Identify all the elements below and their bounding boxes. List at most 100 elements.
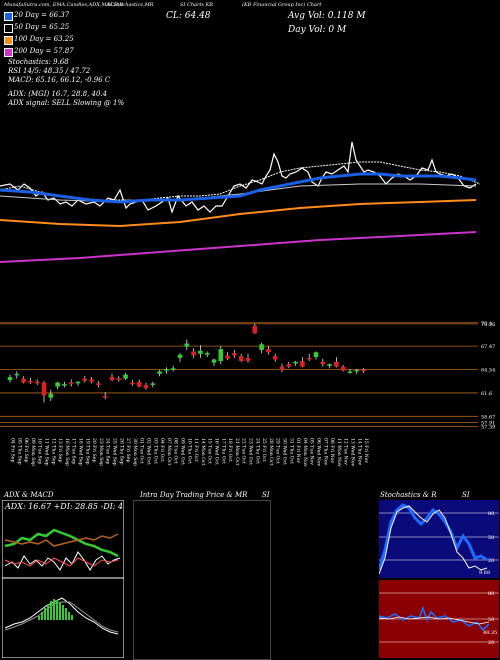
date-label: 04 Fri Sep xyxy=(10,438,16,462)
price-level-label: 57.91 xyxy=(481,420,495,426)
stoch-d-line xyxy=(379,505,488,575)
intraday-panel-si: SI xyxy=(262,491,270,499)
date-label: 20 Fri Sep xyxy=(91,438,97,462)
date-label: 06 Fri Sep xyxy=(23,438,29,462)
ema200-label: 200 Day = 57.87 xyxy=(14,47,74,55)
date-label: 15 Tue Oct xyxy=(207,438,213,464)
candle-body xyxy=(123,374,128,379)
date-label: 05 Thu Sep xyxy=(16,438,22,465)
adx-line xyxy=(4,551,121,571)
date-label: 04 Fri Oct xyxy=(159,438,165,462)
candle-body xyxy=(218,349,224,362)
candle-body xyxy=(48,393,54,398)
candle-body xyxy=(211,359,217,363)
candle-body xyxy=(320,361,326,365)
price-level-label: 67.47 xyxy=(481,344,495,350)
date-label: 12 Tue Nov xyxy=(343,438,349,465)
date-label: 24 Thu Oct xyxy=(254,438,260,464)
date-label: 17 Thu Oct xyxy=(220,438,226,464)
candle-body xyxy=(28,380,33,383)
date-label: 08 Tue Oct xyxy=(173,438,179,464)
date-label: 23 Wed Oct xyxy=(248,438,254,465)
candle-body xyxy=(164,369,169,371)
ema100-swatch xyxy=(4,36,13,45)
candle-body xyxy=(89,379,94,382)
ema-lines xyxy=(0,141,481,263)
close-price: CL: 64.48 xyxy=(166,11,211,21)
adx-values: ADX: 16.67 +DI: 28.85 -DI: 40.38 xyxy=(4,502,124,511)
candle-body xyxy=(272,356,278,360)
candle-body xyxy=(41,382,47,396)
candle-body xyxy=(136,381,142,387)
date-label: 09 Wed Oct xyxy=(180,438,186,465)
date-label: 18 Fri Oct xyxy=(227,438,233,462)
date-label: 29 Tue Oct xyxy=(275,438,281,464)
candle-body xyxy=(238,356,244,362)
adx-panel-title: ADX & MACD xyxy=(4,491,54,499)
candle-body xyxy=(116,378,122,381)
candle-body xyxy=(68,382,74,385)
stoch-panel-si: SI xyxy=(462,491,470,499)
date-label: 30 Mon Sep xyxy=(132,438,138,466)
candle-body xyxy=(245,357,251,362)
header-symbol: SI Charts KB xyxy=(180,2,213,8)
date-label: 24 Tue Sep xyxy=(105,438,111,464)
date-label: 09 Mon Sep xyxy=(30,438,36,466)
adx-signal-line xyxy=(4,557,119,567)
stoch-tick-80: 80 xyxy=(488,511,494,517)
date-label: 30 Wed Oct xyxy=(282,438,288,465)
candle-body xyxy=(82,378,88,381)
candle-body xyxy=(157,371,162,374)
rsi-signal-line xyxy=(379,616,490,625)
candle-body xyxy=(286,364,292,367)
date-label: 06 Wed Nov xyxy=(316,438,322,467)
price-level-label: 61.6 xyxy=(481,391,492,397)
candle-body xyxy=(184,343,190,347)
rsi-tick-50: 50 xyxy=(488,617,494,623)
date-label: 04 Mon Nov xyxy=(302,438,308,467)
date-label: 17 Tue Sep xyxy=(71,438,77,464)
candle-body xyxy=(300,361,305,367)
price-close-line xyxy=(0,141,477,214)
ema200-swatch xyxy=(4,48,13,57)
candle-body xyxy=(55,382,60,387)
date-label: 14 Mon Oct xyxy=(200,438,206,466)
candle-body xyxy=(266,349,271,353)
rsi-tick-20: 20 xyxy=(488,640,494,646)
date-label: 01 Fri Nov xyxy=(295,438,301,463)
candle-body xyxy=(177,354,183,358)
date-label: 28 Mon Oct xyxy=(268,438,274,466)
date-label: 10 Thu Oct xyxy=(186,438,192,464)
date-label: 15 Fri Nov xyxy=(363,438,369,463)
candle-body xyxy=(170,368,176,370)
date-label: 11 Fri Oct xyxy=(193,438,199,462)
ema100-line xyxy=(0,199,477,228)
date-label: 25 Fri Oct xyxy=(261,438,267,462)
candle-body xyxy=(14,373,20,376)
date-label: 18 Wed Sep xyxy=(78,438,84,466)
price-level-label: 64.54 xyxy=(481,367,495,373)
rsi-tick-current: 48.35 xyxy=(483,630,497,636)
candle-body xyxy=(347,371,353,373)
candle-body xyxy=(130,382,135,385)
candle-body xyxy=(252,325,258,334)
candle-body xyxy=(62,384,67,386)
date-label: 02 Wed Oct xyxy=(146,438,152,465)
price-level-label: 70.4 xyxy=(481,321,492,327)
ema200-line xyxy=(0,231,477,263)
candle-body xyxy=(102,396,108,398)
header-indicators: SI,Stochastics,MR xyxy=(107,2,154,8)
date-label: 25 Wed Sep xyxy=(112,438,118,466)
ema20-swatch xyxy=(4,12,13,21)
date-label: 05 Tue Nov xyxy=(309,438,315,465)
date-label: 12 Thu Sep xyxy=(50,438,56,465)
candles xyxy=(7,323,366,403)
stoch-panel-title: Stochastics & R xyxy=(380,491,437,499)
date-label: 21 Mon Oct xyxy=(234,438,240,466)
date-label: 27 Fri Sep xyxy=(125,438,131,462)
candle-body xyxy=(150,383,156,385)
date-label: 26 Thu Sep xyxy=(118,438,124,465)
stochastics-readout: Stochastics: 9.68 xyxy=(8,58,69,66)
